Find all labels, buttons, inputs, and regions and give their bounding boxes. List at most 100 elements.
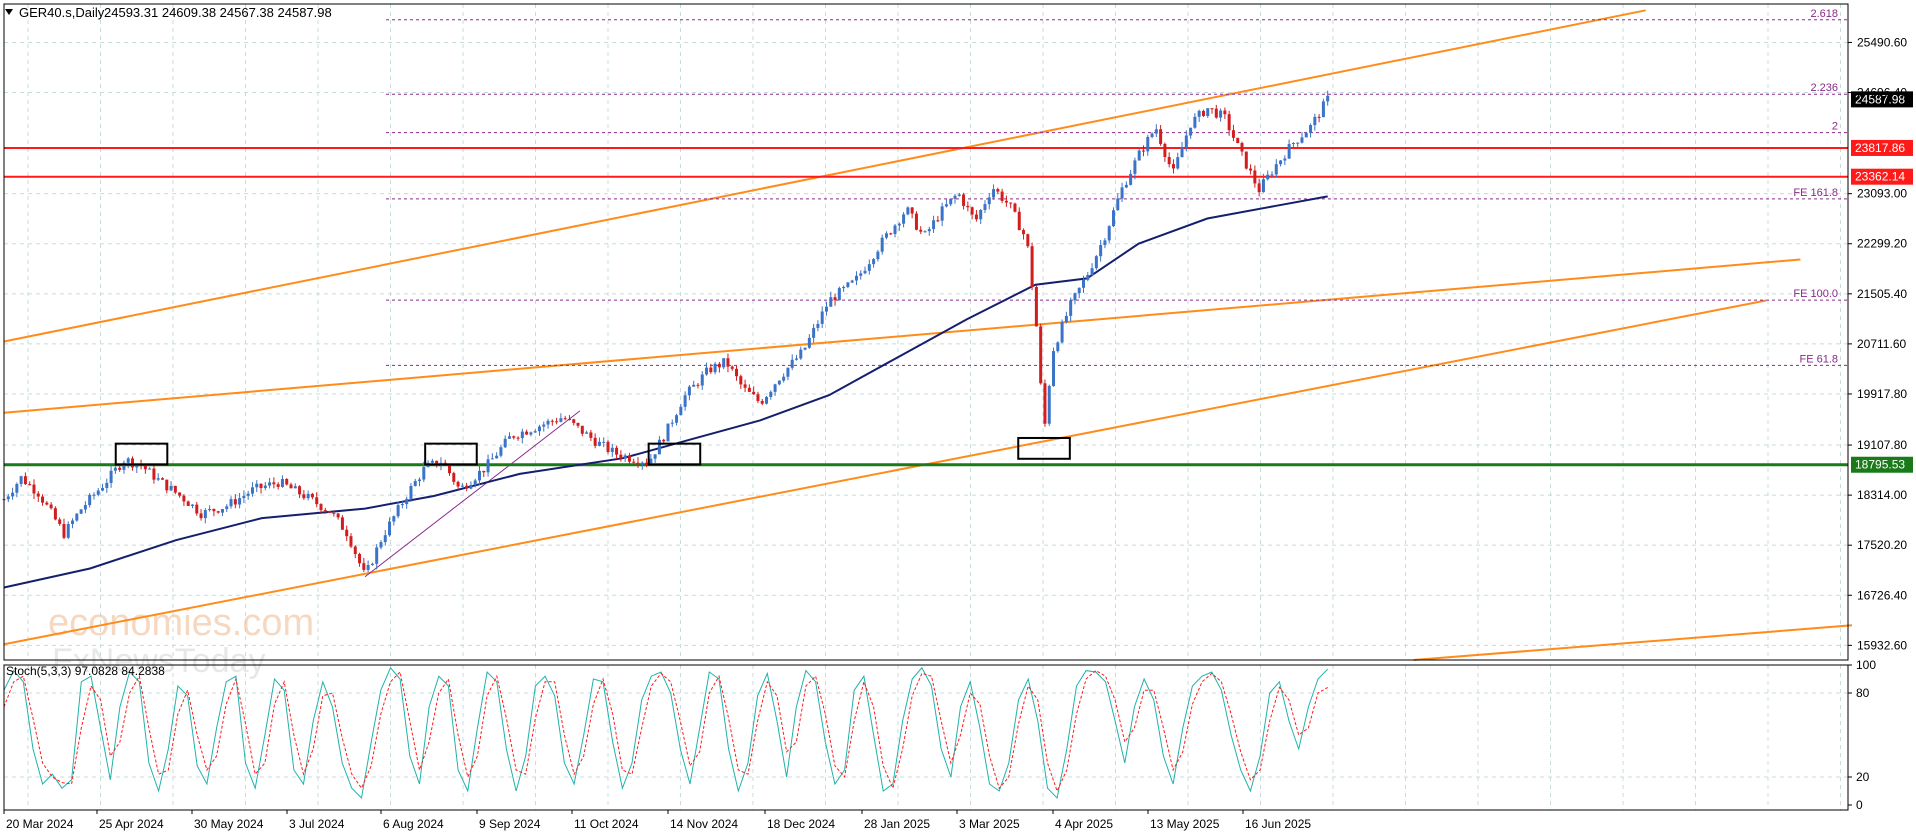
candle-body	[683, 395, 687, 407]
candle-body	[1291, 143, 1295, 145]
candle-body	[250, 487, 254, 494]
y-tick-label: 19107.80	[1857, 438, 1907, 452]
candle-body	[679, 406, 683, 416]
candle-body	[709, 367, 713, 373]
channel-line	[1413, 624, 1853, 661]
horizontal-levels[interactable]: 23817.86 23362.14 18795.53 24587.98	[4, 91, 1913, 473]
candle-body	[186, 501, 190, 506]
fib-levels[interactable]: 2.618 2.236 2 FE 161.8 FE 100.0 FE 61.8	[364, 8, 1848, 578]
candle-body	[23, 476, 27, 485]
candle-body	[555, 421, 559, 423]
x-tick-label: 3 Mar 2025	[959, 817, 1020, 831]
candle-body	[507, 436, 511, 439]
level-label: 18795.53	[1855, 458, 1905, 472]
candle-body	[1270, 174, 1274, 176]
candle-body	[1197, 110, 1201, 117]
candle-body	[953, 195, 957, 199]
chart-header: GER40.s,Daily 24593.31 24609.38 24567.38…	[5, 5, 332, 20]
candle-body	[58, 519, 62, 524]
candle-body	[1184, 135, 1188, 148]
candle-body	[1026, 234, 1030, 247]
candle-body	[902, 214, 906, 224]
time-axis[interactable]: 20 Mar 2024 25 Apr 2024 30 May 2024 3 Jul 2…	[3, 810, 1311, 831]
candle-body	[640, 462, 644, 465]
candle-body	[92, 494, 96, 496]
candle-body	[850, 280, 854, 283]
x-tick-label: 18 Dec 2024	[767, 817, 835, 831]
highlight-boxes[interactable]	[114, 436, 1071, 466]
candle-body	[1073, 293, 1077, 301]
triangle-down-icon[interactable]	[5, 9, 13, 15]
channel-lines[interactable]	[3, 9, 1853, 661]
candle-body	[615, 447, 619, 455]
candle-body	[1111, 210, 1115, 227]
candle-body	[966, 205, 970, 208]
candle-body	[152, 468, 156, 480]
candle-body	[1082, 279, 1086, 288]
candle-body	[160, 478, 164, 480]
candle-body	[255, 483, 259, 488]
candle-body	[824, 306, 828, 312]
symbol-label: GER40.s,Daily	[19, 5, 105, 20]
candle-body	[28, 484, 32, 486]
stoch-axis: 100 80 20 0	[1848, 658, 1876, 812]
candle-body	[726, 358, 730, 367]
candle-body	[315, 497, 319, 505]
candle-body	[1300, 137, 1304, 143]
candle-body	[220, 509, 224, 513]
candle-body	[298, 486, 302, 495]
candle-body	[383, 535, 387, 543]
candle-body	[289, 484, 293, 489]
chart-grid	[4, 4, 1848, 810]
candle-body	[940, 206, 944, 221]
candle-body	[1090, 268, 1094, 276]
candle-body	[53, 508, 57, 520]
candle-body	[15, 484, 19, 493]
candle-body	[700, 374, 704, 386]
candle-body	[636, 462, 640, 465]
y-tick-label: 21505.40	[1857, 287, 1907, 301]
candle-body	[1266, 174, 1270, 180]
candle-body	[19, 476, 23, 485]
candle-body	[336, 513, 340, 518]
candle-body	[773, 384, 777, 392]
candle-body	[413, 481, 417, 487]
candle-body	[1103, 240, 1107, 246]
candle-body	[550, 420, 554, 422]
x-tick-label: 6 Aug 2024	[383, 817, 444, 831]
candle-body	[653, 454, 657, 459]
candle-body	[645, 462, 649, 464]
candle-body	[1214, 108, 1218, 118]
candle-body	[996, 189, 1000, 192]
candle-body	[846, 282, 850, 287]
candle-body	[41, 496, 45, 503]
candle-body	[537, 426, 541, 432]
watermark-line-2: FxNewsToday	[52, 642, 266, 680]
y-tick-label: 25490.60	[1857, 35, 1907, 49]
candle-body	[816, 323, 820, 328]
candle-body	[11, 492, 15, 497]
candle-body	[1227, 114, 1231, 131]
candle-body	[1253, 170, 1257, 184]
candle-body	[173, 485, 177, 493]
candle-body	[435, 460, 439, 466]
candle-body	[1077, 287, 1081, 294]
level-label: 23362.14	[1855, 170, 1905, 184]
candle-body	[332, 512, 336, 514]
candle-body	[405, 498, 409, 505]
candle-body	[983, 204, 987, 210]
candle-body	[276, 484, 280, 487]
candle-body	[662, 439, 666, 442]
candle-body	[1120, 187, 1124, 199]
candle-body	[118, 467, 122, 470]
candle-body	[345, 529, 349, 537]
candle-body	[370, 563, 374, 566]
candle-body	[949, 198, 953, 205]
candle-body	[572, 419, 576, 423]
candle-body	[807, 337, 811, 348]
price-axis[interactable]: 25490.60 24696.40 23093.00 22299.20 21505.40…	[1848, 35, 1907, 652]
candle-body	[75, 513, 79, 521]
level-tag	[1851, 168, 1913, 185]
ma-line	[3, 195, 1328, 589]
